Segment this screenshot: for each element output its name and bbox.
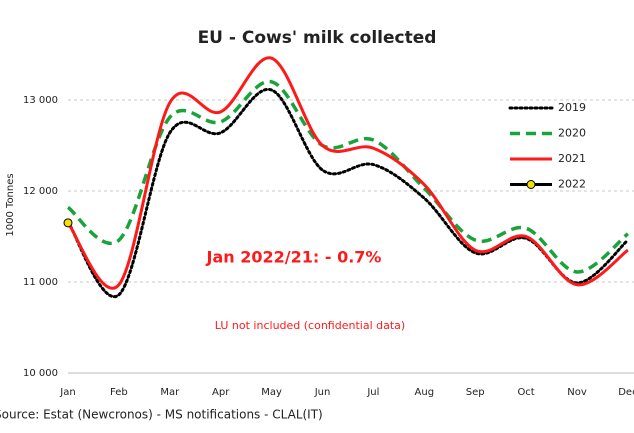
x-tick-label: Oct [517, 387, 534, 398]
y-tick-label: 13 000 [23, 95, 58, 106]
y-axis-label: 1000 Tonnes [5, 173, 16, 236]
series-line [66, 80, 630, 274]
legend-label: 2022 [558, 178, 586, 191]
x-tick-label: Sep [466, 387, 485, 398]
legend-marker [526, 180, 536, 189]
x-tick-label: Feb [110, 387, 128, 398]
x-tick-label: Aug [415, 387, 435, 398]
x-tick-label: Jul [366, 387, 379, 398]
x-tick-label: Dec [618, 387, 634, 398]
annotation: Jan 2022/21: - 0.7% [206, 248, 382, 267]
x-tick-label: Apr [212, 387, 230, 398]
source: Source: Estat (Newcronos) - MS notificat… [0, 408, 323, 422]
y-tick-label: 10 000 [23, 368, 58, 379]
legend-label: 2020 [558, 127, 586, 140]
legend-label: 2021 [558, 152, 586, 165]
x-tick-label: Jun [314, 387, 331, 398]
chart-title: EU - Cows' milk collected [198, 28, 437, 48]
legend-label: 2019 [558, 101, 586, 114]
x-tick-label: Jan [59, 387, 75, 398]
note: LU not included (confidential data) [215, 319, 405, 332]
series-marker [63, 218, 73, 228]
series-line [66, 87, 630, 299]
x-tick-label: Mar [160, 387, 180, 398]
x-tick-label: Nov [567, 387, 587, 398]
y-tick-label: 12 000 [23, 186, 58, 197]
x-tick-label: May [261, 387, 282, 398]
y-tick-label: 11 000 [23, 277, 58, 288]
series-line [66, 56, 629, 290]
